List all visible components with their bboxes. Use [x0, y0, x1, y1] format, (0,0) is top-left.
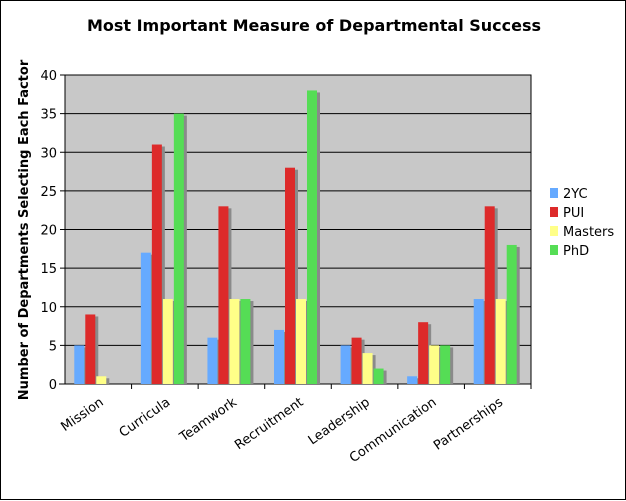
bar-pui-partnerships	[484, 206, 495, 384]
x-category-label: Curricula	[117, 395, 173, 441]
bar-pui-curricula	[151, 144, 162, 384]
bar-2yc-recruitment	[274, 329, 284, 384]
bar-pui-mission	[85, 314, 96, 384]
x-category-label: Teamwork	[176, 395, 240, 446]
y-tick-label: 0	[49, 378, 57, 393]
plot-area: 0 5 10 15 20 25 30 35 40 Mission Curricula Teamwork…	[40, 69, 532, 466]
bar-phd-partnerships	[506, 244, 517, 384]
y-tick-label: 40	[40, 69, 57, 84]
legend-label-pui: PUI	[563, 206, 584, 221]
legend-swatch-masters	[550, 226, 558, 236]
bar-masters-mission	[96, 376, 107, 384]
bar-2yc-leadership	[340, 345, 351, 384]
y-tick-label: 25	[40, 185, 57, 200]
bar-masters-teamwork	[229, 299, 240, 384]
bar-masters-leadership	[362, 353, 373, 384]
legend-swatch-pui	[550, 207, 558, 217]
y-tick-label: 30	[40, 146, 57, 161]
y-tick-label: 15	[40, 262, 57, 277]
bar-pui-communication	[418, 322, 429, 384]
bar-phd-curricula	[173, 113, 184, 384]
bar-phd-recruitment	[307, 90, 317, 384]
legend-label-masters: Masters	[563, 225, 614, 240]
bar-masters-recruitment	[296, 299, 306, 384]
bar-2yc-teamwork	[207, 337, 218, 384]
x-category-label: Partnerships	[431, 395, 506, 454]
legend-swatch-phd	[550, 245, 558, 255]
bar-pui-recruitment	[285, 167, 295, 384]
y-tick-label: 20	[40, 224, 57, 239]
y-tick-label: 10	[40, 301, 57, 316]
legend: 2YC PUI Masters PhD	[550, 187, 614, 259]
bar-masters-communication	[429, 345, 440, 384]
bar-pui-teamwork	[218, 206, 229, 384]
x-category-label: Leadership	[306, 395, 373, 448]
legend-label-2yc: 2YC	[563, 187, 588, 202]
bar-masters-curricula	[162, 299, 173, 384]
bar-2yc-mission	[74, 345, 85, 384]
y-axis-label: Number of Departments Selecting Each Fac…	[17, 59, 32, 400]
bar-masters-partnerships	[495, 299, 506, 384]
y-tick-label: 35	[40, 108, 57, 123]
legend-label-phd: PhD	[563, 244, 589, 259]
chart-title: Most Important Measure of Departmental S…	[87, 16, 541, 35]
y-tick-label: 5	[49, 339, 57, 354]
x-category-label: Mission	[59, 395, 107, 435]
bar-2yc-communication	[407, 376, 418, 384]
legend-swatch-2yc	[550, 188, 558, 198]
bar-phd-communication	[440, 345, 451, 384]
bar-2yc-curricula	[140, 252, 151, 384]
bar-phd-leadership	[373, 368, 384, 384]
x-category-label: Recruitment	[232, 395, 306, 453]
bar-2yc-partnerships	[473, 299, 484, 384]
bar-phd-teamwork	[240, 299, 251, 384]
bar-pui-leadership	[351, 337, 362, 384]
